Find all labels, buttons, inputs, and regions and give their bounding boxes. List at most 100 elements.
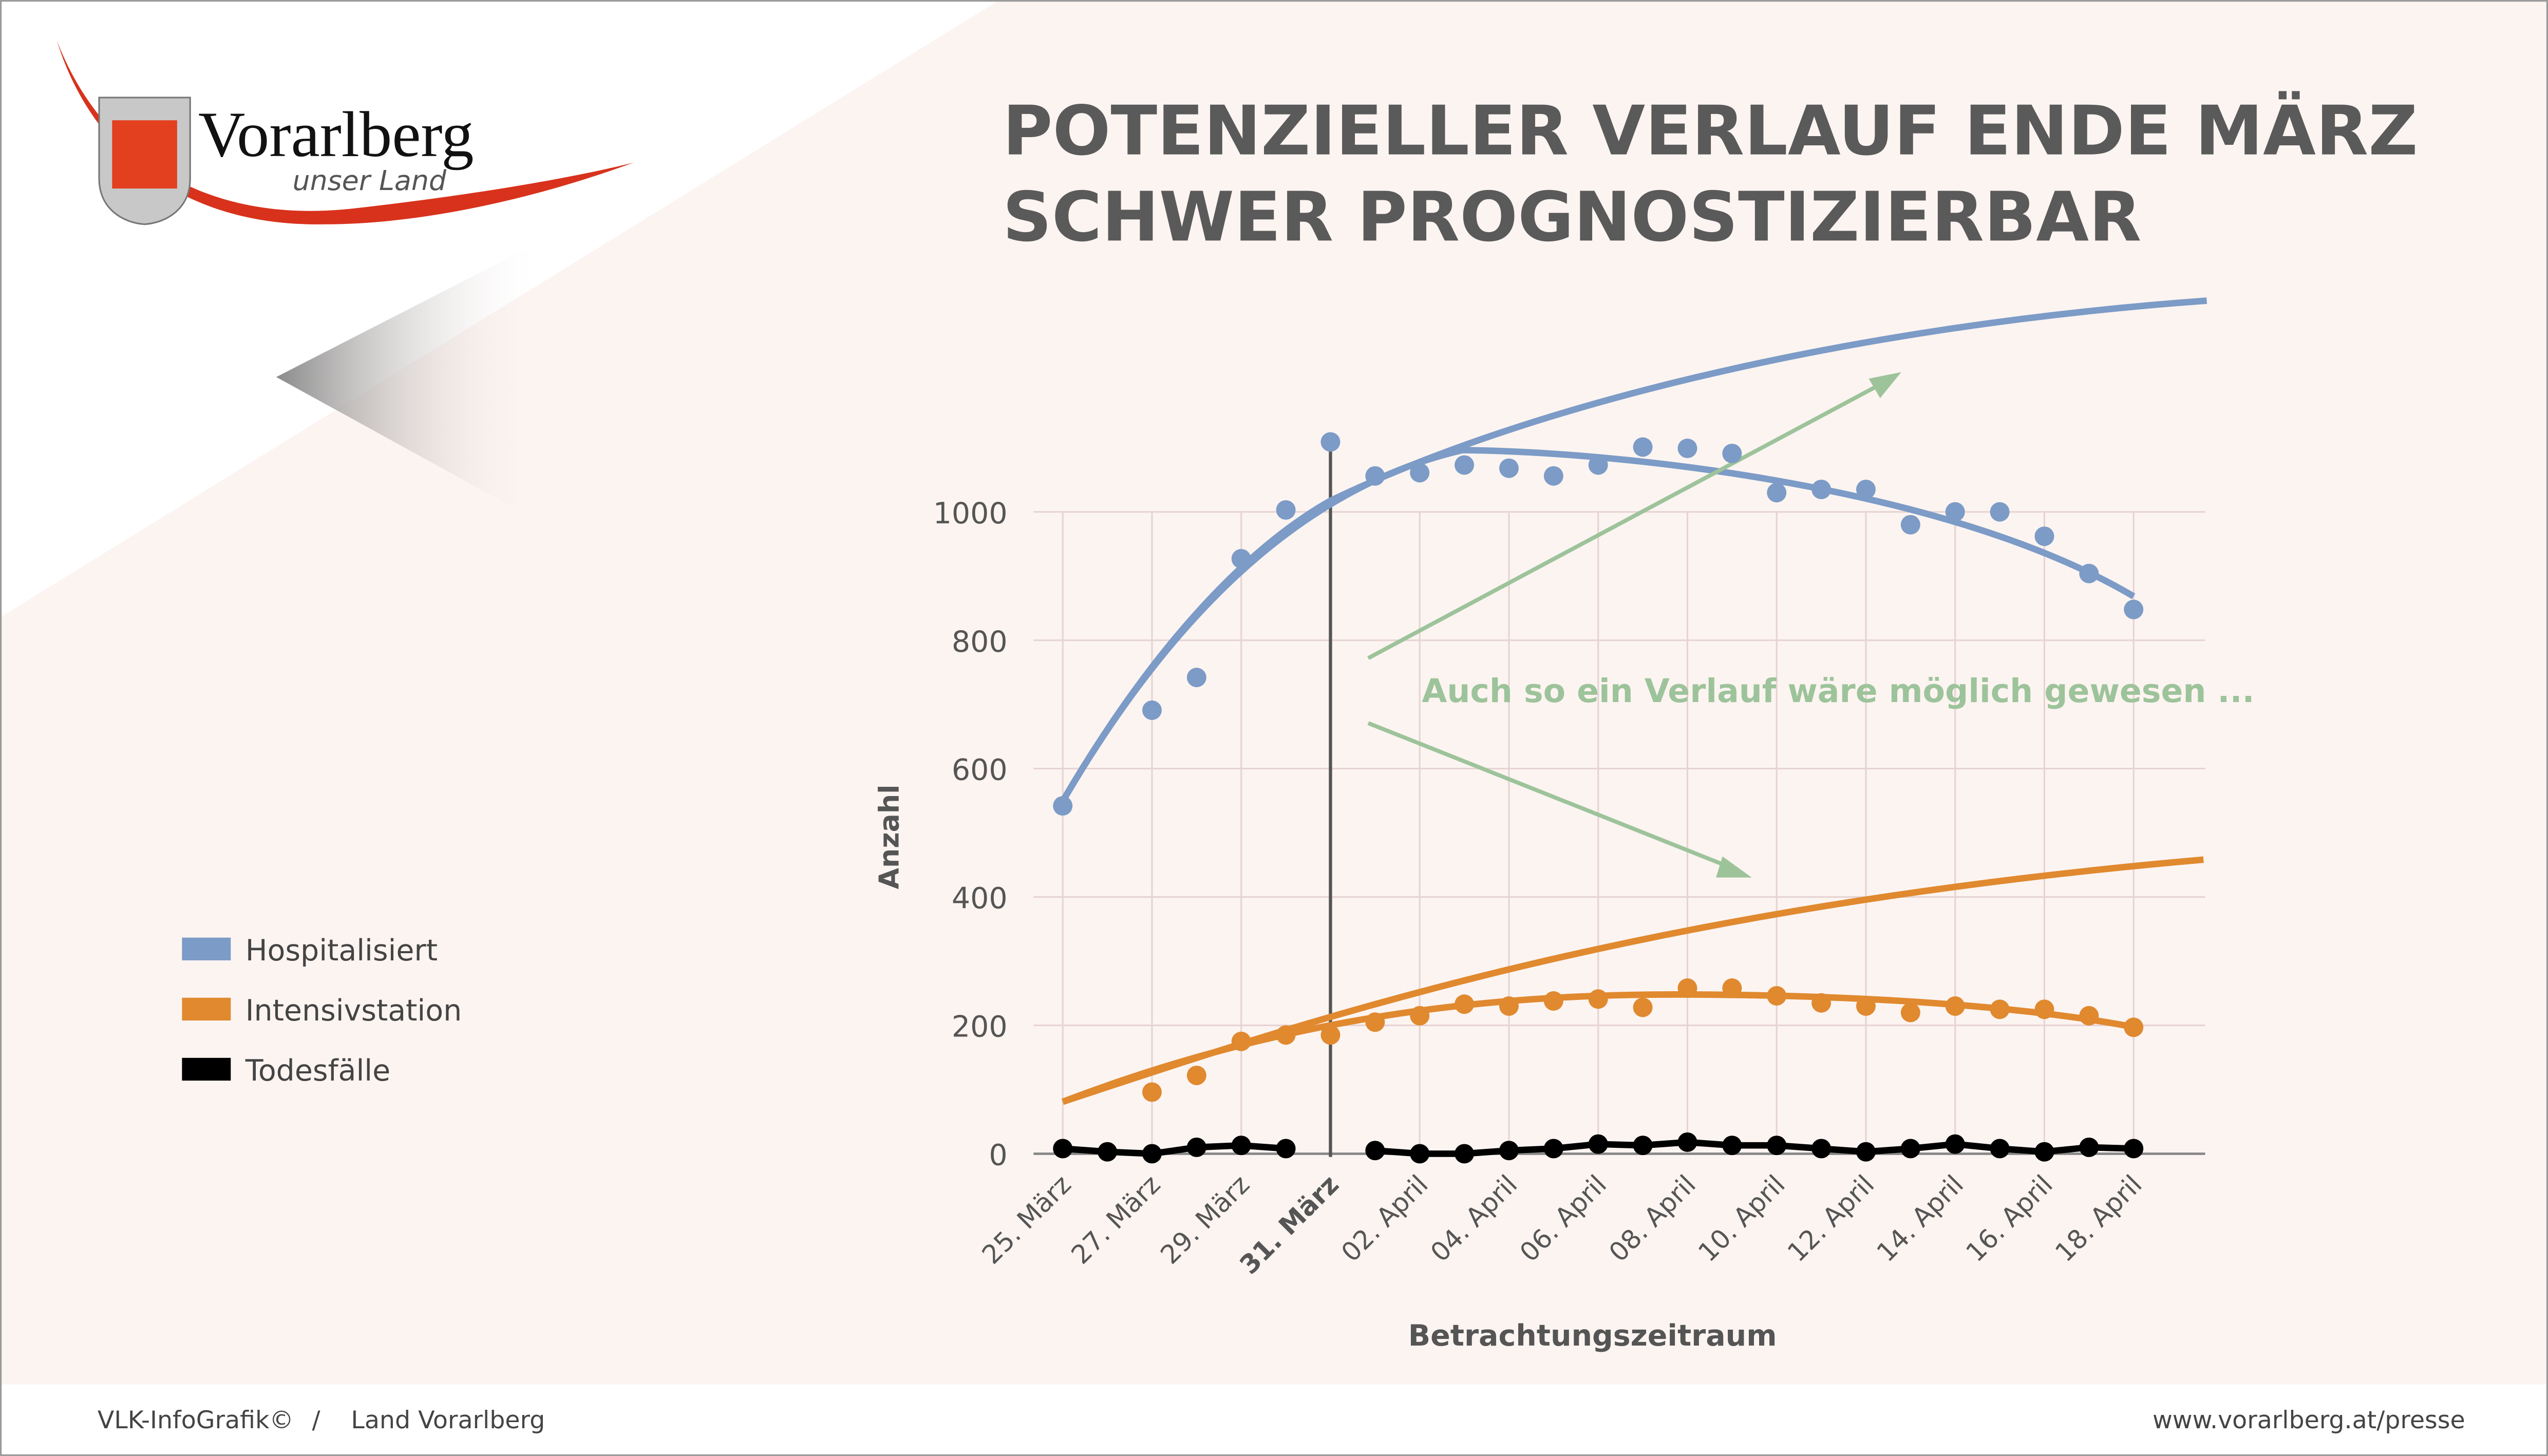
x-axis-title: Betrachtungszeitraum: [1408, 1319, 1777, 1353]
footer-separator: /: [312, 1406, 320, 1434]
data-point: [1231, 549, 1251, 569]
data-point: [1722, 978, 1742, 998]
data-point: [1499, 458, 1519, 478]
data-point: [1722, 1136, 1742, 1156]
data-point: [2124, 599, 2144, 619]
logo-text: Vorarlberg: [198, 99, 474, 171]
data-point: [1410, 463, 1430, 483]
data-point: [1543, 991, 1563, 1011]
data-point: [1499, 996, 1519, 1016]
data-point: [1543, 466, 1563, 486]
data-point: [1276, 500, 1296, 520]
data-point: [1276, 1139, 1296, 1159]
data-point: [2079, 1006, 2099, 1026]
data-point: [1945, 502, 1965, 522]
data-point: [1633, 437, 1653, 457]
data-point: [1320, 432, 1341, 452]
data-point: [2034, 1142, 2054, 1162]
legend-label: Todesfälle: [245, 1054, 390, 1088]
y-tick-label: 200: [952, 1010, 1008, 1044]
data-point: [1767, 986, 1787, 1006]
data-point: [1588, 989, 1608, 1009]
data-point: [1856, 1142, 1876, 1162]
data-point: [1811, 1139, 1832, 1159]
data-point: [1053, 796, 1073, 816]
data-point: [1677, 1132, 1697, 1152]
data-point: [1186, 1137, 1206, 1157]
data-point: [1543, 1139, 1563, 1159]
data-point: [2034, 999, 2054, 1019]
data-point: [1588, 455, 1608, 475]
data-point: [1142, 1144, 1162, 1164]
data-point: [1990, 999, 2010, 1019]
data-point: [1990, 1139, 2010, 1159]
data-point: [1053, 1139, 1073, 1159]
legend-swatch: [182, 1057, 231, 1081]
data-point: [1767, 483, 1787, 503]
data-point: [1455, 994, 1475, 1014]
data-point: [1677, 438, 1697, 458]
data-point: [1186, 668, 1206, 688]
data-point: [1098, 1142, 1118, 1162]
data-point: [1588, 1134, 1608, 1154]
arrow: [1367, 380, 1886, 660]
y-tick-label: 1000: [933, 497, 1008, 531]
footer-credit: VLK-InfoGrafik©: [98, 1406, 294, 1434]
data-point: [1410, 1144, 1430, 1164]
footer-band: [0, 1384, 2548, 1456]
data-point: [1186, 1065, 1206, 1085]
logo-emblem: [112, 120, 177, 189]
data-point: [1455, 455, 1475, 475]
annotation: Auch so ein Verlauf wäre möglich gewesen…: [1422, 672, 2254, 710]
logo-subtext: unser Land: [293, 164, 447, 197]
legend: Hospitalisiert Intensivstation Todesfälle: [182, 934, 462, 1088]
data-point: [1365, 466, 1385, 486]
data-point: [1499, 1141, 1519, 1161]
data-point: [1945, 996, 1965, 1016]
data-point: [1856, 479, 1876, 499]
data-point: [2124, 1139, 2144, 1159]
arrow: [1367, 721, 1737, 872]
data-marks: [1053, 432, 2144, 1164]
data-point: [2034, 526, 2054, 546]
shadow-wedge: [276, 243, 537, 520]
data-point: [1900, 515, 1920, 535]
data-point: [1945, 1134, 1965, 1154]
legend-label: Hospitalisiert: [246, 934, 438, 968]
y-tick-label: 400: [952, 882, 1008, 916]
data-point: [1633, 1136, 1653, 1156]
y-tick-label: 600: [952, 753, 1008, 787]
footer-org: Land Vorarlberg: [351, 1406, 545, 1434]
legend-swatch: [182, 937, 231, 960]
arrow-head: [1716, 856, 1752, 878]
footer-url: www.vorarlberg.at/presse: [2153, 1406, 2465, 1434]
data-point: [2079, 1137, 2099, 1157]
data-point: [1811, 993, 1832, 1013]
data-point: [1142, 700, 1162, 720]
data-point: [1320, 1025, 1341, 1045]
data-point: [1231, 1031, 1251, 1051]
y-tick-label: 800: [952, 625, 1008, 659]
data-point: [1231, 1136, 1251, 1156]
data-point: [1767, 1136, 1787, 1156]
data-point: [2124, 1017, 2144, 1037]
data-point: [2079, 563, 2099, 583]
data-point: [1900, 1139, 1920, 1159]
y-axis-title: Anzahl: [873, 784, 905, 889]
data-point: [1856, 996, 1876, 1016]
data-point: [1677, 978, 1697, 998]
title-line: SCHWER PROGNOSTIZIERBAR: [1003, 178, 2141, 257]
data-point: [1990, 502, 2010, 522]
data-point: [1633, 997, 1653, 1017]
arrow-head: [1868, 372, 1901, 399]
data-point: [1365, 1141, 1385, 1161]
data-point: [1900, 1003, 1920, 1023]
data-point: [1365, 1012, 1385, 1032]
data-point: [1455, 1144, 1475, 1164]
data-point: [1276, 1025, 1296, 1045]
legend-swatch: [182, 997, 231, 1021]
data-point: [1722, 443, 1742, 463]
fit-curve: [1060, 447, 2136, 803]
